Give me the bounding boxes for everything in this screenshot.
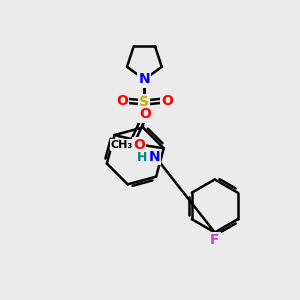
- Text: O: O: [116, 94, 127, 108]
- Text: N: N: [139, 73, 150, 87]
- Text: O: O: [140, 107, 151, 122]
- Text: O: O: [161, 94, 173, 108]
- Text: O: O: [133, 138, 145, 152]
- Text: N: N: [148, 150, 160, 164]
- Text: CH₃: CH₃: [110, 140, 133, 150]
- Text: H: H: [137, 151, 147, 164]
- Text: S: S: [140, 95, 149, 110]
- Text: F: F: [210, 233, 220, 247]
- Text: N: N: [139, 73, 150, 86]
